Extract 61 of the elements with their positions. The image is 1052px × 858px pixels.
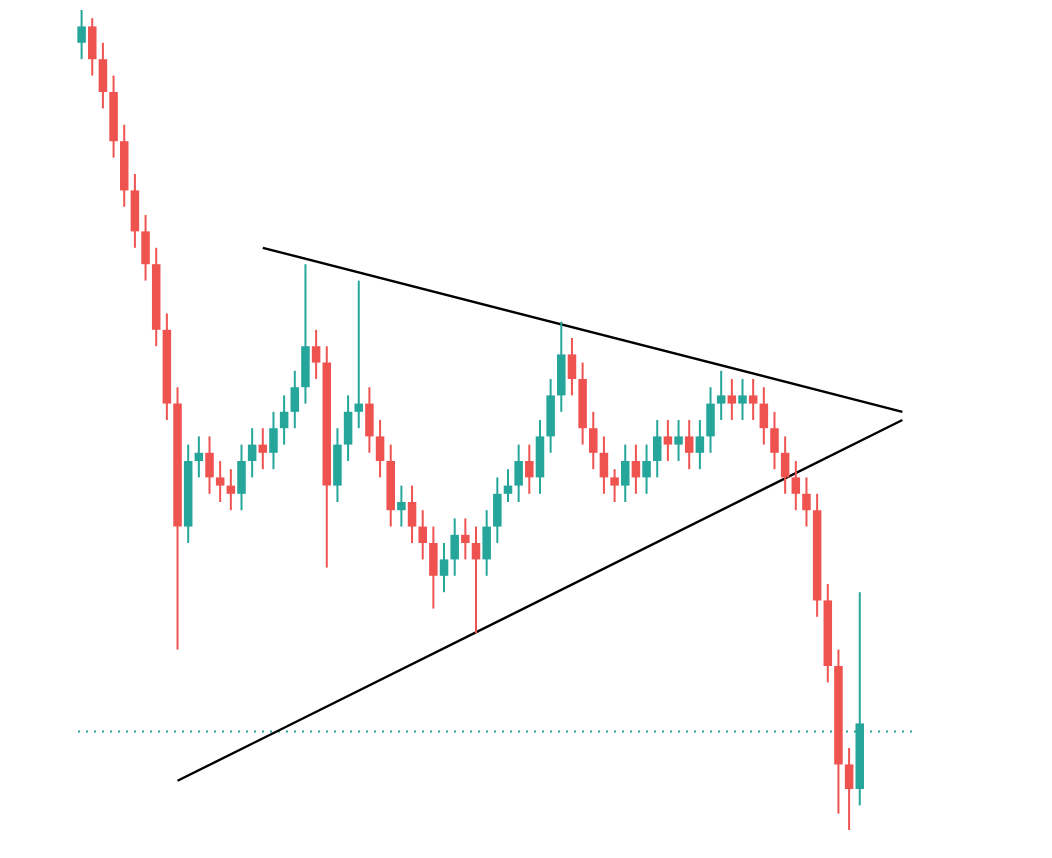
candlestick	[215, 460, 225, 503]
candlestick	[514, 443, 523, 503]
candlestick	[290, 369, 300, 430]
candlestick	[439, 542, 449, 594]
candlestick	[461, 517, 470, 561]
candlestick	[652, 419, 662, 479]
candlestick	[727, 378, 737, 421]
candlestick	[589, 410, 598, 471]
candlestick	[77, 9, 86, 61]
candlestick	[333, 427, 342, 503]
candlestick	[759, 386, 769, 446]
candlestick	[365, 386, 374, 454]
candlestick	[674, 419, 683, 462]
candlestick	[130, 173, 140, 249]
candlestick	[482, 509, 491, 577]
candlestick	[407, 484, 417, 544]
candlestick	[205, 435, 214, 495]
candlestick	[791, 460, 801, 512]
candlestick	[279, 394, 289, 446]
candlestick	[397, 484, 406, 528]
candlestick	[802, 476, 811, 528]
candlestick	[780, 435, 790, 495]
candlestick	[567, 337, 577, 397]
candlestick	[98, 41, 108, 110]
candlestick	[748, 378, 758, 421]
candlestick	[450, 517, 459, 577]
candlestick	[141, 214, 150, 282]
candlestick	[706, 386, 715, 454]
candlestick	[535, 419, 545, 495]
candlestick	[247, 427, 257, 479]
candlestick	[226, 468, 236, 512]
candlestick	[258, 427, 268, 471]
candlestick	[471, 525, 481, 635]
candlestick	[375, 419, 385, 479]
candlestick	[844, 747, 854, 831]
candlestick	[738, 378, 747, 421]
candlestick	[311, 328, 321, 380]
candlestick	[642, 443, 651, 495]
candlestick	[503, 468, 513, 503]
candlestick	[557, 320, 566, 413]
candlestick	[87, 17, 97, 77]
candlestick	[610, 468, 619, 503]
candlestick	[354, 279, 364, 430]
candlestick	[493, 476, 502, 544]
candlestick	[770, 410, 779, 471]
candlestick	[663, 419, 673, 462]
candlestick	[525, 443, 534, 495]
candlestick	[695, 419, 705, 471]
candlestick	[620, 443, 630, 503]
candlestick	[194, 435, 204, 479]
candlestick	[716, 369, 726, 421]
candlestick	[269, 410, 278, 471]
candlestick	[237, 443, 246, 512]
candlestick	[301, 263, 310, 405]
candlestick	[343, 394, 353, 462]
candlestick	[429, 525, 438, 610]
candlestick	[418, 509, 427, 561]
candlestick	[684, 419, 694, 471]
candlestick	[546, 378, 555, 454]
candlestick	[599, 435, 609, 495]
candlestick	[631, 443, 641, 495]
